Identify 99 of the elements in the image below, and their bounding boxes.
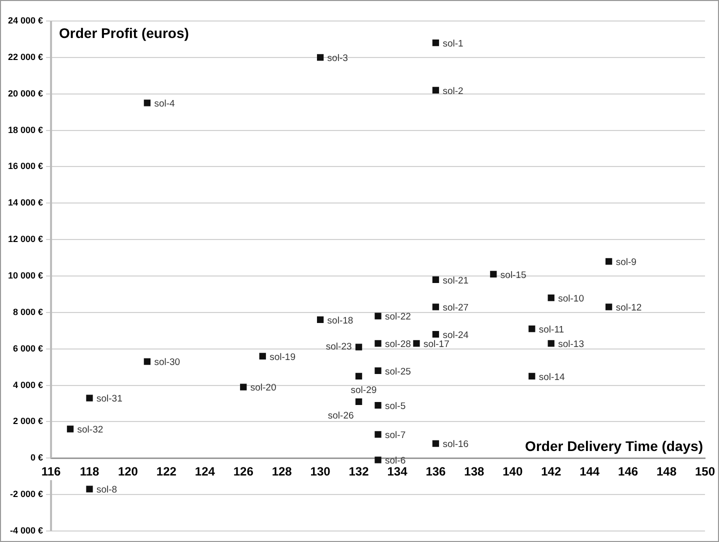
data-label: sol-17 xyxy=(423,339,450,350)
y-tick-label: 6 000 € xyxy=(13,343,44,354)
data-label: sol-31 xyxy=(96,394,122,405)
point xyxy=(374,367,382,374)
y-tick-label: 22 000 € xyxy=(8,52,44,62)
y-tick-label: 12 000 € xyxy=(8,234,44,244)
point xyxy=(432,440,440,447)
point xyxy=(605,258,612,265)
y-tick-label: 10 000 € xyxy=(8,270,44,280)
data-label: sol-4 xyxy=(154,98,175,110)
x-tick-label: 144 xyxy=(580,464,600,479)
x-axis-title: Order Delivery Time (days) xyxy=(525,438,703,454)
y-axis-title: Order Profit (euros) xyxy=(59,24,189,41)
data-label: sol-22 xyxy=(385,312,411,323)
point xyxy=(316,54,324,61)
data-label: sol-30 xyxy=(154,357,180,368)
data-label: sol-18 xyxy=(327,315,354,326)
x-tick-label: 146 xyxy=(618,464,638,479)
x-tick-label: 140 xyxy=(502,464,523,479)
point xyxy=(432,40,440,46)
y-tick-label: 16 000 € xyxy=(8,161,44,172)
x-tick-label: 148 xyxy=(656,464,677,479)
x-tick-label: 130 xyxy=(310,464,331,479)
point xyxy=(374,340,382,347)
point xyxy=(355,398,362,406)
point xyxy=(528,325,536,332)
data-label: sol-11 xyxy=(538,324,564,336)
data-label: sol-9 xyxy=(616,257,636,268)
point xyxy=(605,304,612,310)
point xyxy=(259,352,266,360)
data-label: sol-10 xyxy=(558,293,584,304)
y-tick-label: 18 000 € xyxy=(8,124,44,135)
point xyxy=(374,312,382,320)
data-label: sol-29 xyxy=(350,384,377,396)
data-label: sol-26 xyxy=(328,410,354,422)
x-tick-label: 134 xyxy=(387,464,408,479)
y-tick-label: -2 000 € xyxy=(10,489,44,500)
point xyxy=(355,372,362,380)
point xyxy=(144,100,151,106)
data-label: sol-25 xyxy=(385,366,411,378)
point xyxy=(490,270,497,278)
point xyxy=(240,384,247,390)
x-tick-label: 118 xyxy=(80,464,100,479)
point xyxy=(374,402,382,409)
point xyxy=(528,372,536,380)
x-tick-label: 122 xyxy=(156,464,177,479)
point xyxy=(432,330,440,338)
point xyxy=(86,394,93,402)
point xyxy=(316,316,324,324)
point xyxy=(66,426,74,432)
data-label: sol-1 xyxy=(442,38,464,50)
x-tick-label: 128 xyxy=(272,464,292,479)
x-tick-label: 120 xyxy=(118,464,138,479)
y-tick-label: -4 000 € xyxy=(10,525,44,536)
point xyxy=(374,456,382,464)
data-label: sol-6 xyxy=(385,456,406,467)
y-tick-label: 8 000 € xyxy=(13,306,44,317)
data-label: sol-15 xyxy=(500,270,526,281)
x-tick-label: 138 xyxy=(464,464,485,479)
x-tick-label: 150 xyxy=(694,464,716,479)
point xyxy=(432,276,440,283)
data-label: sol-7 xyxy=(385,430,406,442)
point xyxy=(413,340,420,347)
data-label: sol-27 xyxy=(442,302,469,314)
point xyxy=(355,344,362,350)
x-tick-label: 136 xyxy=(426,464,446,479)
data-label: sol-16 xyxy=(442,439,469,450)
data-label: sol-20 xyxy=(250,382,276,394)
point xyxy=(432,86,440,94)
data-label: sol-21 xyxy=(442,275,469,286)
x-tick-label: 124 xyxy=(194,464,216,479)
y-tick-label: 2 000 € xyxy=(13,416,44,426)
point xyxy=(548,294,554,302)
y-tick-label: 24 000 € xyxy=(8,15,44,26)
data-label: sol-12 xyxy=(616,302,642,314)
x-tick-label: 142 xyxy=(541,464,562,479)
y-tick-label: 20 000 € xyxy=(8,88,44,98)
point xyxy=(86,486,93,492)
x-tick-label: 132 xyxy=(348,464,370,479)
data-label: sol-23 xyxy=(326,342,352,353)
point xyxy=(432,304,440,310)
data-label: sol-13 xyxy=(558,339,584,350)
data-label: sol-14 xyxy=(538,372,565,383)
x-tick-label: 126 xyxy=(233,464,254,479)
data-label: sol-19 xyxy=(270,352,296,363)
point xyxy=(548,340,554,347)
y-tick-label: 0 € xyxy=(30,452,44,463)
data-label: sol-32 xyxy=(77,424,104,436)
point xyxy=(144,358,151,365)
x-tick-label: 116 xyxy=(41,464,62,479)
point xyxy=(374,431,382,438)
y-tick-label: 14 000 € xyxy=(8,198,44,208)
data-label: sol-28 xyxy=(385,339,411,350)
data-label: sol-24 xyxy=(442,330,469,341)
data-label: sol-5 xyxy=(385,400,406,412)
data-label: sol-8 xyxy=(96,484,118,496)
y-tick-label: 4 000 € xyxy=(13,380,44,390)
data-label: sol-2 xyxy=(442,86,464,97)
data-label: sol-3 xyxy=(327,53,348,64)
